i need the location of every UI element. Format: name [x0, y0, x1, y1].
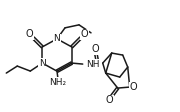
Text: O: O	[92, 44, 100, 54]
Text: O: O	[80, 29, 88, 39]
Text: O: O	[106, 95, 114, 105]
Text: N: N	[39, 59, 46, 68]
Text: NH: NH	[86, 60, 99, 69]
Text: N: N	[54, 34, 60, 43]
Text: NH₂: NH₂	[50, 78, 67, 87]
Text: O: O	[26, 29, 34, 39]
Text: O: O	[130, 82, 138, 92]
